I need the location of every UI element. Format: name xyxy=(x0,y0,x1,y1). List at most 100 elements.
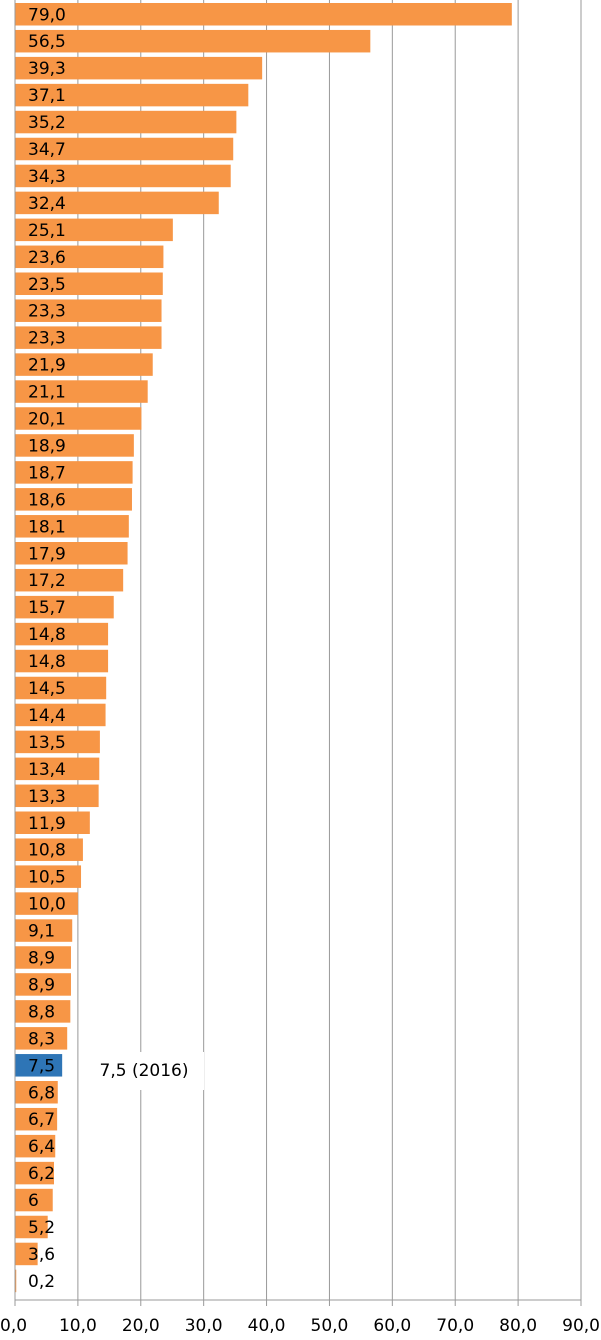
bar-value-label: 23,5 xyxy=(28,275,66,295)
bar-value-label: 13,4 xyxy=(28,760,66,780)
bar xyxy=(15,326,162,349)
highlight-annotation: 7,5 (2016) xyxy=(84,1052,204,1090)
bar xyxy=(15,838,83,861)
bar-value-label: 8,9 xyxy=(28,949,55,969)
bar xyxy=(15,784,99,808)
x-axis xyxy=(14,0,582,1306)
x-tick-label: 50,0 xyxy=(311,1316,349,1336)
bar-value-label: 5,2 xyxy=(28,1218,55,1238)
bar xyxy=(15,865,82,888)
bar-value-label: 23,3 xyxy=(28,329,66,349)
bar xyxy=(15,110,237,134)
bar xyxy=(15,3,512,26)
bar-value-label: 6,2 xyxy=(28,1164,55,1184)
bar xyxy=(15,568,124,592)
bar-value-label: 11,9 xyxy=(28,814,66,834)
bar xyxy=(15,83,249,107)
bar-value-label: 25,1 xyxy=(28,221,66,241)
bar-value-label: 18,9 xyxy=(28,436,66,456)
bar xyxy=(15,1134,56,1158)
bar-value-label: 17,2 xyxy=(28,571,66,591)
bar xyxy=(15,676,107,700)
bar-value-label: 18,7 xyxy=(28,463,66,483)
bar-value-label: 79,0 xyxy=(28,5,66,25)
bar xyxy=(15,407,142,430)
bar xyxy=(15,811,90,834)
bar xyxy=(15,703,106,727)
bar xyxy=(15,353,153,376)
bar-value-label: 21,1 xyxy=(28,383,66,403)
bar xyxy=(15,299,162,322)
bar xyxy=(15,1269,17,1293)
bar xyxy=(15,380,148,403)
bar-value-label: 32,4 xyxy=(28,194,66,214)
bar-value-label: 18,6 xyxy=(28,490,66,510)
x-tick-label: 70,0 xyxy=(436,1316,474,1336)
bar-value-label: 17,9 xyxy=(28,544,66,564)
bar xyxy=(15,946,71,969)
bar-value-label: 6,4 xyxy=(28,1137,55,1157)
bar xyxy=(15,272,163,295)
bar-value-label: 6,8 xyxy=(28,1083,55,1103)
bar-value-label: 8,9 xyxy=(28,975,55,995)
bar xyxy=(15,757,100,781)
bar-labels: 79,0 56,5 39,3 37,1 35,2 34,7 34,3 32,4 25,1 23,6… xyxy=(28,5,66,1292)
bar-value-label: 15,7 xyxy=(28,598,66,618)
bar xyxy=(15,1161,54,1185)
bar xyxy=(15,622,109,646)
bar xyxy=(15,164,231,188)
x-tick-label: 90,0 xyxy=(562,1316,600,1336)
x-tick-label: 80,0 xyxy=(499,1316,537,1336)
bar-value-label: 20,1 xyxy=(28,410,66,430)
bar-value-label: 21,9 xyxy=(28,356,66,376)
bar-value-label: 14,4 xyxy=(28,706,66,726)
bar xyxy=(15,973,71,996)
bar-value-label: 0,2 xyxy=(28,1272,55,1292)
bar xyxy=(15,730,100,754)
bar-value-label: 3,6 xyxy=(28,1245,55,1265)
x-tick-label: 10,0 xyxy=(59,1316,97,1336)
bar xyxy=(15,1027,68,1050)
x-tick-label: 0,0 xyxy=(0,1316,27,1336)
bar xyxy=(15,461,133,484)
bar-value-label: 8,8 xyxy=(28,1002,55,1022)
bar-value-label: 35,2 xyxy=(28,113,66,133)
bar-value-label: 10,8 xyxy=(28,841,66,861)
bar-value-label: 23,6 xyxy=(28,248,66,268)
bar-value-label: 6 xyxy=(28,1191,39,1211)
x-tick-label: 20,0 xyxy=(122,1316,160,1336)
bar-value-label: 34,7 xyxy=(28,140,66,160)
bar xyxy=(15,56,263,80)
x-tick-labels: 0,0 10,0 20,0 30,0 40,0 50,0 60,0 70,0 80,0 90,0 xyxy=(0,1316,600,1336)
bar-highlighted xyxy=(15,1054,63,1077)
bar xyxy=(15,1215,48,1239)
bar-value-label: 37,1 xyxy=(28,86,66,106)
bar-value-label: 13,3 xyxy=(28,787,66,807)
bar-value-label: 14,5 xyxy=(28,679,66,699)
bar xyxy=(15,137,234,161)
x-tick-label: 40,0 xyxy=(248,1316,286,1336)
bar-value-label: 39,3 xyxy=(28,59,66,79)
bar-value-label: 56,5 xyxy=(28,32,66,52)
bar-value-label: 18,1 xyxy=(28,517,66,537)
bar-value-label: 14,8 xyxy=(28,652,66,672)
bar xyxy=(15,1000,71,1023)
bar xyxy=(15,542,128,565)
gridlines xyxy=(77,0,582,1300)
bar-value-label: 14,8 xyxy=(28,625,66,645)
bar xyxy=(15,892,78,915)
highlight-annotation-text: 7,5 (2016) xyxy=(99,1061,189,1081)
bar xyxy=(15,434,134,457)
bar xyxy=(15,515,129,538)
bar-value-label: 23,3 xyxy=(28,302,66,322)
bar xyxy=(15,595,114,619)
bar xyxy=(15,1242,38,1266)
bar xyxy=(15,29,371,53)
bar xyxy=(15,1081,58,1104)
x-tick-label: 60,0 xyxy=(373,1316,411,1336)
bar xyxy=(15,488,132,511)
bars xyxy=(15,3,512,1293)
bar xyxy=(15,1107,58,1131)
bar-value-label: 13,5 xyxy=(28,733,66,753)
